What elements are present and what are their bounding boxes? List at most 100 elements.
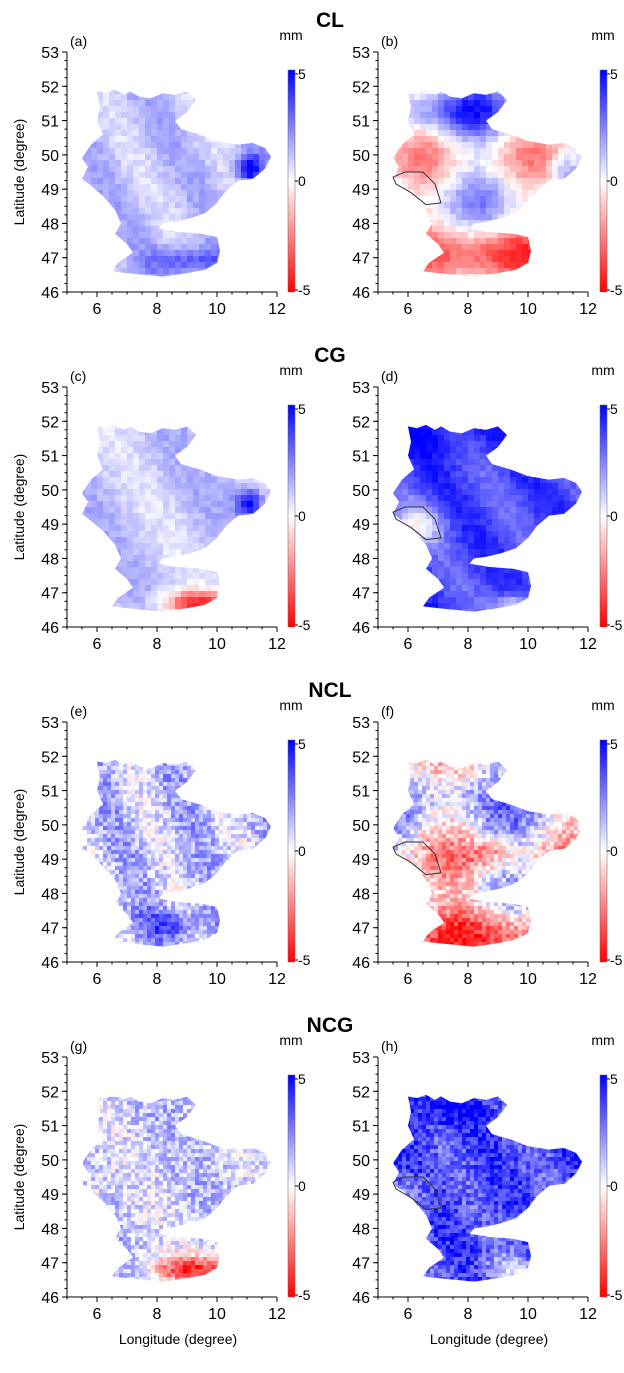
heat-cell bbox=[223, 190, 230, 197]
heat-cell bbox=[396, 609, 403, 612]
heat-cell bbox=[115, 178, 122, 185]
heat-cell bbox=[139, 286, 145, 292]
heat-cell bbox=[426, 549, 433, 556]
heat-cell bbox=[259, 106, 266, 113]
heat-cell bbox=[73, 543, 79, 549]
heat-cell bbox=[151, 399, 157, 405]
heat-cell bbox=[393, 519, 397, 526]
heat-cell bbox=[450, 411, 456, 417]
heat-cell bbox=[235, 262, 242, 269]
heat-cell bbox=[241, 435, 248, 442]
heat-cell bbox=[145, 411, 151, 417]
heat-cell bbox=[157, 94, 164, 101]
heat-cell bbox=[67, 52, 73, 58]
heat-cell bbox=[133, 178, 140, 185]
heat-cell bbox=[265, 429, 271, 436]
heat-cell bbox=[133, 262, 140, 269]
heat-cell bbox=[582, 160, 588, 166]
heat-cell bbox=[82, 549, 86, 556]
heat-cell bbox=[414, 160, 421, 167]
heat-cell bbox=[109, 417, 115, 423]
heat-cell bbox=[151, 172, 158, 179]
heat-cell bbox=[193, 244, 200, 251]
heat-cell bbox=[540, 94, 547, 101]
heat-cell bbox=[253, 489, 260, 496]
heat-cell bbox=[564, 100, 571, 107]
heat-cell bbox=[151, 519, 158, 526]
heat-cell bbox=[438, 525, 445, 532]
heat-cell bbox=[223, 477, 230, 484]
heat-cell bbox=[241, 142, 248, 149]
heat-cell bbox=[82, 256, 86, 263]
heat-cell bbox=[468, 214, 475, 221]
heat-cell bbox=[384, 184, 390, 190]
heat-cell bbox=[145, 244, 152, 251]
heat-cell bbox=[151, 555, 158, 562]
heat-cell bbox=[450, 405, 456, 411]
heat-cell bbox=[121, 220, 128, 227]
heat-cell bbox=[402, 184, 409, 191]
heat-cell bbox=[133, 447, 140, 454]
heat-cell bbox=[456, 58, 462, 64]
heat-cell bbox=[414, 435, 421, 442]
heat-cell bbox=[444, 615, 450, 621]
heat-cell bbox=[115, 453, 122, 460]
heat-cell bbox=[408, 184, 415, 191]
heat-cell bbox=[462, 82, 468, 88]
heat-cell bbox=[67, 208, 73, 214]
heat-cell bbox=[91, 405, 97, 411]
heat-cell bbox=[127, 405, 133, 411]
heat-cell bbox=[402, 459, 409, 466]
heat-cell bbox=[229, 501, 236, 508]
heat-cell bbox=[151, 226, 158, 233]
heat-cell bbox=[73, 495, 79, 501]
heat-cell bbox=[253, 64, 259, 70]
heat-cell bbox=[393, 94, 397, 101]
heat-cell bbox=[432, 76, 438, 82]
heat-cell bbox=[384, 220, 390, 226]
heat-cell bbox=[271, 555, 277, 561]
heat-cell bbox=[211, 579, 218, 586]
heat-cell bbox=[378, 555, 384, 561]
heat-cell bbox=[271, 405, 277, 411]
heat-cell bbox=[91, 603, 98, 610]
heat-cell bbox=[540, 178, 547, 185]
heat-cell bbox=[199, 531, 206, 538]
heat-cell bbox=[384, 459, 390, 465]
heat-cell bbox=[414, 148, 421, 155]
heat-cell bbox=[462, 286, 468, 292]
heat-cell bbox=[163, 89, 170, 95]
heat-cell bbox=[217, 184, 224, 191]
heat-cell bbox=[438, 435, 445, 442]
heat-cell bbox=[558, 118, 565, 125]
heat-cell bbox=[67, 232, 73, 238]
heat-cell bbox=[426, 525, 433, 532]
heat-cell bbox=[396, 387, 402, 393]
heat-cell bbox=[91, 441, 98, 448]
heat-cell bbox=[121, 178, 128, 185]
heat-cell bbox=[510, 142, 517, 149]
heat-cell bbox=[420, 453, 427, 460]
heat-cell bbox=[73, 64, 79, 70]
heat-cell bbox=[175, 585, 182, 592]
heat-cell bbox=[438, 148, 445, 155]
heat-cell bbox=[67, 196, 73, 202]
heat-cell bbox=[103, 118, 110, 125]
heat-cell bbox=[271, 124, 277, 130]
heat-cell bbox=[546, 124, 553, 131]
heat-cell bbox=[193, 609, 200, 612]
heat-cell bbox=[85, 226, 92, 233]
heat-cell bbox=[241, 130, 248, 137]
heat-cell bbox=[384, 513, 390, 519]
heat-cell bbox=[259, 555, 266, 562]
heat-cell bbox=[247, 202, 254, 209]
heat-cell bbox=[103, 148, 110, 155]
heat-cell bbox=[414, 52, 420, 58]
heat-cell bbox=[450, 603, 457, 610]
heat-cell bbox=[378, 76, 384, 82]
heat-cell bbox=[229, 70, 235, 76]
heat-cell bbox=[97, 238, 104, 245]
heat-cell bbox=[408, 483, 415, 490]
heat-cell bbox=[217, 597, 224, 604]
heat-cell bbox=[504, 94, 511, 101]
